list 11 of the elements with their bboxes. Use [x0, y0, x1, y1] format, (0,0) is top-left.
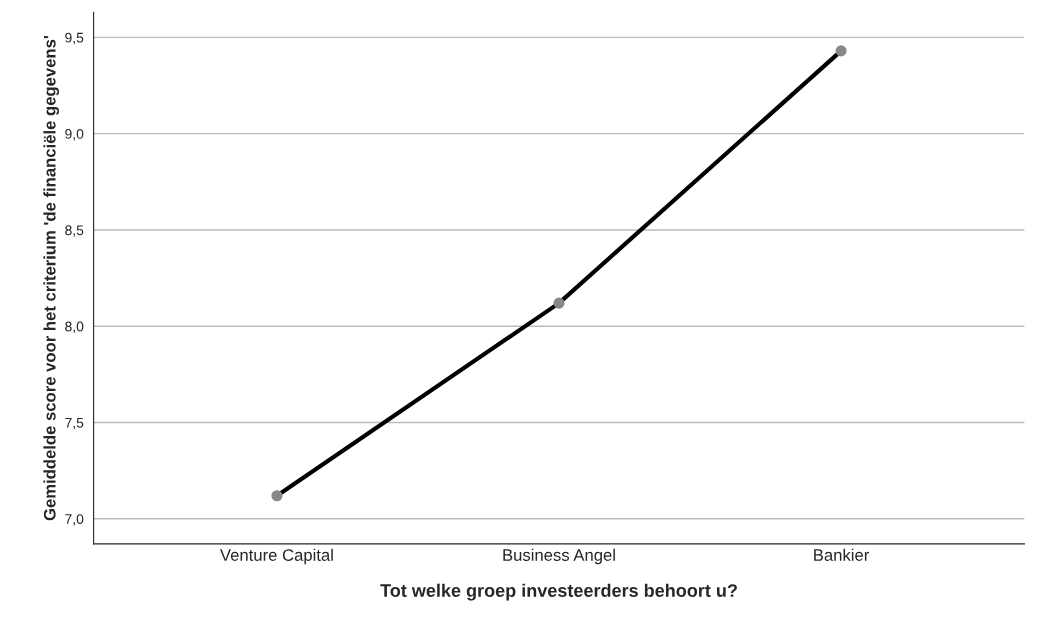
y-tick-label: 7,5	[65, 418, 84, 430]
y-tick-label: 7,0	[65, 514, 84, 526]
x-tick-label: Bankier	[814, 548, 870, 561]
y-axis-title: Gemiddelde score voor het criterium 'de financiële gegevens'	[43, 36, 60, 521]
y-tick-label: 9,5	[65, 32, 84, 45]
x-tick-label: Business Angel	[503, 548, 615, 565]
y-tick-label: 9,0	[65, 129, 84, 141]
x-axis-title: Tot welke groep investeerders behoort u?	[380, 583, 737, 601]
y-tick-label: 8,5	[65, 225, 84, 237]
y-tick-label: 8,0	[65, 321, 84, 334]
x-tick-label: Venture Capital	[220, 548, 333, 565]
